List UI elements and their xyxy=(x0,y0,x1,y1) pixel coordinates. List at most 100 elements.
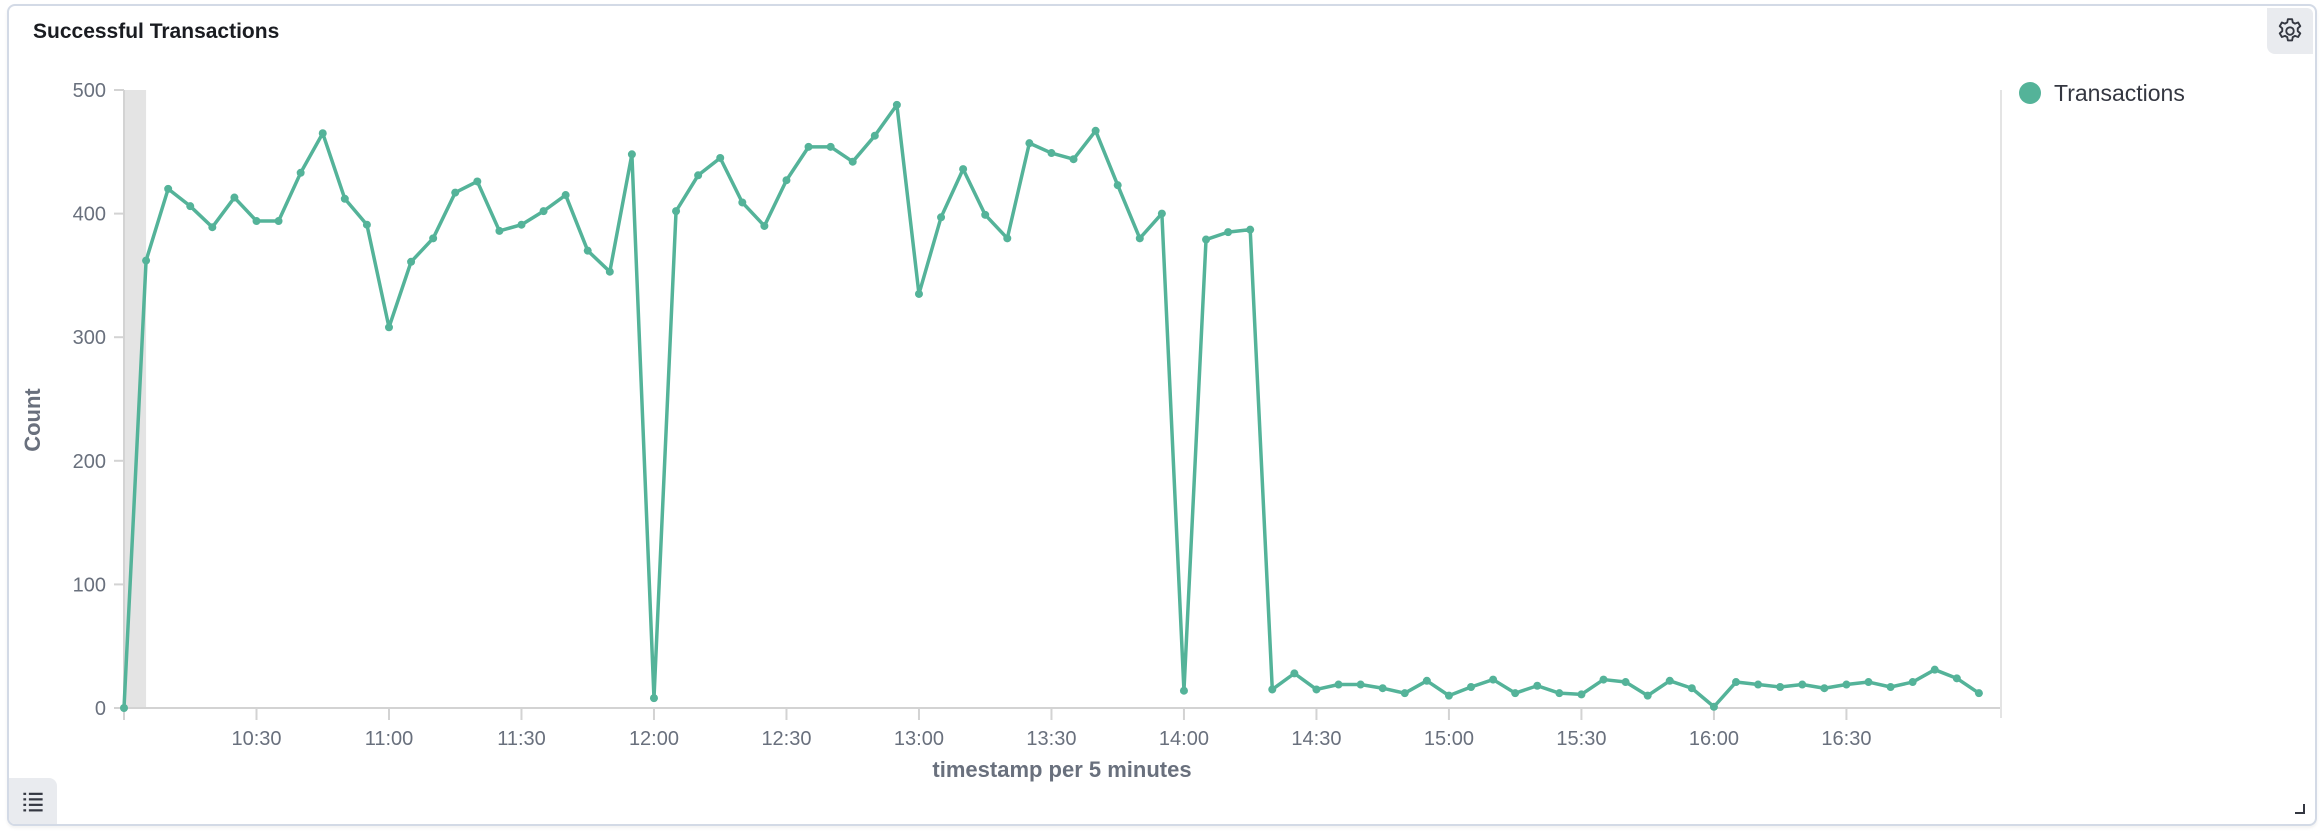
data-point[interactable] xyxy=(1400,689,1409,698)
data-point[interactable] xyxy=(1732,678,1741,687)
data-point[interactable] xyxy=(561,191,570,200)
data-point[interactable] xyxy=(407,257,416,266)
data-point[interactable] xyxy=(1246,225,1255,234)
data-point[interactable] xyxy=(252,217,261,226)
data-point[interactable] xyxy=(1003,234,1012,243)
panel-title: Successful Transactions xyxy=(33,20,280,43)
data-point[interactable] xyxy=(627,150,636,159)
data-point[interactable] xyxy=(1776,682,1785,691)
x-tick-label: 14:30 xyxy=(1291,728,1341,750)
data-point[interactable] xyxy=(716,153,725,162)
data-point[interactable] xyxy=(1798,680,1807,689)
panel-settings-button[interactable] xyxy=(2267,8,2313,54)
data-point[interactable] xyxy=(1974,689,1983,698)
data-point[interactable] xyxy=(1378,684,1387,693)
data-point[interactable] xyxy=(1047,149,1056,158)
data-point[interactable] xyxy=(1091,126,1100,135)
data-point[interactable] xyxy=(274,217,283,226)
data-point[interactable] xyxy=(473,177,482,186)
series-line-transactions xyxy=(122,103,1980,709)
data-point[interactable] xyxy=(804,142,813,151)
data-point[interactable] xyxy=(782,176,791,185)
gear-icon xyxy=(2278,18,2302,42)
data-point[interactable] xyxy=(1422,676,1431,685)
data-point[interactable] xyxy=(1334,680,1343,689)
data-point[interactable] xyxy=(384,323,393,332)
data-point[interactable] xyxy=(694,171,703,180)
data-point[interactable] xyxy=(1268,685,1277,694)
legend-item-transactions[interactable]: Transactions xyxy=(2019,80,2185,106)
data-point[interactable] xyxy=(1908,678,1917,687)
data-point[interactable] xyxy=(1820,684,1829,693)
data-point[interactable] xyxy=(1555,689,1564,698)
data-point[interactable] xyxy=(1687,684,1696,693)
partial-bucket-shade xyxy=(124,90,147,708)
data-point[interactable] xyxy=(1025,139,1034,148)
data-point[interactable] xyxy=(362,220,371,229)
data-point[interactable] xyxy=(1842,680,1851,689)
data-point[interactable] xyxy=(1356,680,1365,689)
data-point[interactable] xyxy=(318,129,327,138)
data-point[interactable] xyxy=(1643,691,1652,700)
data-point[interactable] xyxy=(1754,680,1763,689)
data-point[interactable] xyxy=(230,193,239,202)
data-point[interactable] xyxy=(1709,702,1718,711)
data-point[interactable] xyxy=(1533,681,1542,690)
data-point[interactable] xyxy=(848,157,857,166)
data-point[interactable] xyxy=(1665,676,1674,685)
data-point[interactable] xyxy=(870,131,879,140)
data-point[interactable] xyxy=(1864,678,1873,687)
resize-corner-icon[interactable] xyxy=(2295,804,2305,814)
data-point[interactable] xyxy=(583,246,592,255)
data-point[interactable] xyxy=(892,100,901,109)
data-point[interactable] xyxy=(539,207,548,216)
data-point[interactable] xyxy=(164,184,173,193)
data-point[interactable] xyxy=(649,694,658,703)
data-point[interactable] xyxy=(429,234,438,243)
data-point[interactable] xyxy=(1599,675,1608,684)
data-point[interactable] xyxy=(1467,682,1476,691)
data-point[interactable] xyxy=(914,289,923,298)
legend-toggle-button[interactable] xyxy=(9,778,57,824)
data-point[interactable] xyxy=(142,256,151,265)
data-point[interactable] xyxy=(1179,686,1188,695)
data-point[interactable] xyxy=(959,165,968,174)
data-point[interactable] xyxy=(605,267,614,276)
data-point[interactable] xyxy=(937,213,946,222)
data-point[interactable] xyxy=(981,210,990,219)
data-point[interactable] xyxy=(1930,665,1939,674)
data-point[interactable] xyxy=(1157,209,1166,218)
data-point[interactable] xyxy=(451,188,460,197)
data-point[interactable] xyxy=(1312,685,1321,694)
x-tick-label: 11:30 xyxy=(497,728,546,750)
data-point[interactable] xyxy=(120,704,128,712)
data-point[interactable] xyxy=(1577,690,1586,699)
data-point[interactable] xyxy=(296,168,305,177)
data-point[interactable] xyxy=(1952,674,1961,683)
data-point[interactable] xyxy=(1224,228,1233,237)
data-point[interactable] xyxy=(340,194,349,203)
data-point[interactable] xyxy=(1489,675,1498,684)
data-point[interactable] xyxy=(1290,669,1299,678)
y-tick-label: 0 xyxy=(95,698,106,720)
data-point[interactable] xyxy=(1202,235,1211,244)
data-point[interactable] xyxy=(495,226,504,235)
data-point[interactable] xyxy=(517,220,526,229)
data-point[interactable] xyxy=(760,221,769,230)
data-point[interactable] xyxy=(1886,682,1895,691)
data-point[interactable] xyxy=(1069,155,1078,164)
data-point[interactable] xyxy=(1621,678,1630,687)
x-tick-label: 13:30 xyxy=(1026,728,1076,750)
data-point[interactable] xyxy=(208,223,217,232)
data-point[interactable] xyxy=(738,198,747,207)
x-tick-label: 10:30 xyxy=(231,728,281,750)
data-point[interactable] xyxy=(672,207,681,216)
data-point[interactable] xyxy=(186,202,195,211)
y-axis-title: Count xyxy=(20,388,45,452)
data-point[interactable] xyxy=(1444,691,1453,700)
data-point[interactable] xyxy=(1135,234,1144,243)
data-point[interactable] xyxy=(826,142,835,151)
data-point[interactable] xyxy=(1511,689,1520,698)
data-point[interactable] xyxy=(1113,181,1122,190)
